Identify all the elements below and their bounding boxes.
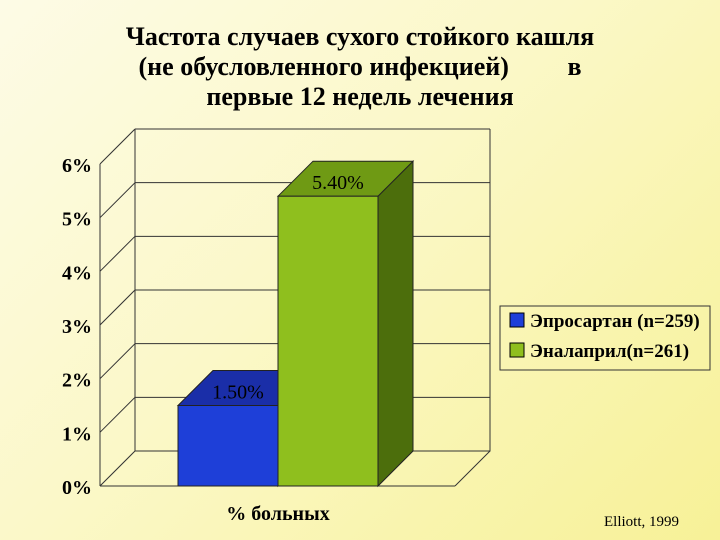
bar-1 <box>277 195 379 487</box>
grid-diagonal-2 <box>99 343 136 380</box>
grid-diagonal-5 <box>99 182 136 219</box>
y-tick-label-3: 3% <box>62 316 92 338</box>
x-category-label: % больных <box>226 503 329 525</box>
data-label-1: 5.40% <box>312 172 364 194</box>
y-tick-label-1: 1% <box>62 423 92 445</box>
legend-box <box>499 305 711 371</box>
grid-diagonal-0 <box>99 450 136 487</box>
title-line-2: (не обусловленного инфекцией) в <box>138 52 582 81</box>
legend-label-1: Эналаприл(n=261) <box>530 341 689 362</box>
grid-diagonal-3 <box>99 289 136 326</box>
y-tick-label-6: 6% <box>62 155 92 177</box>
bar-side-1 <box>377 159 414 488</box>
data-label-0: 1.50% <box>212 382 264 404</box>
source-citation: Elliott, 1999 <box>604 514 679 530</box>
title-line-3: первые 12 недель лечения <box>206 82 514 111</box>
bar-0 <box>177 405 279 487</box>
y-tick-label-5: 5% <box>62 209 92 231</box>
title-line-1: Частота случаев сухого стойкого кашля <box>125 22 595 51</box>
legend-swatch-0 <box>509 312 525 328</box>
grid-diagonal-1 <box>99 396 136 433</box>
y-tick-label-0: 0% <box>62 477 92 499</box>
y-tick-label-4: 4% <box>62 262 92 284</box>
y-tick-label-2: 2% <box>62 370 92 392</box>
legend-label-0: Эпросартан (n=259) <box>530 311 700 332</box>
grid-diagonal-4 <box>99 235 136 272</box>
grid-diagonal-6 <box>99 128 136 165</box>
floor-right-edge <box>454 450 491 487</box>
legend-swatch-1 <box>509 342 525 358</box>
slide-title: Частота случаев сухого стойкого кашля (н… <box>40 22 680 112</box>
